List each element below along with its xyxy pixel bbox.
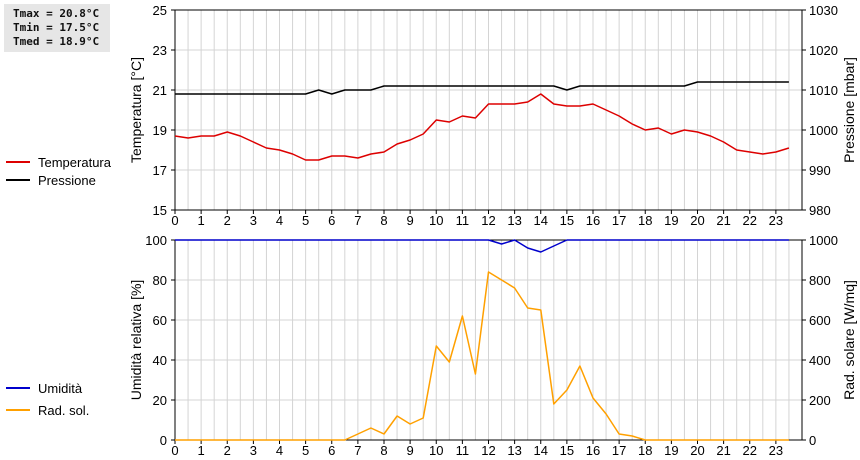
y-axis-title: Umidità relativa [%] — [128, 280, 144, 401]
x-tick-label: 7 — [354, 213, 361, 228]
y2-tick-label: 1000 — [809, 123, 838, 138]
humidity-radiation-chart: 0 1 2 3 4 5 6 7 8 9 10 11 12 13 14 15 16 17 18 19 20 21 22 2302… — [128, 233, 857, 458]
x-tick-label: 10 — [429, 213, 443, 228]
y2-axis-title: Pressione [mbar] — [841, 57, 857, 163]
x-tick-label: 20 — [690, 443, 704, 458]
tmed-label: Tmed = 18.9°C — [13, 35, 100, 48]
x-tick-label: 21 — [716, 443, 730, 458]
x-tick-label: 16 — [586, 443, 600, 458]
x-tick-label: 6 — [328, 213, 335, 228]
series-line-rad-sol- — [175, 271, 789, 441]
x-tick-label: 17 — [612, 443, 626, 458]
x-tick-label: 14 — [534, 443, 548, 458]
y-tick-label: 20 — [153, 393, 167, 408]
y2-axis-title: Rad. solare [W/mq] — [841, 280, 857, 400]
y-axis-title: Temperatura [°C] — [128, 57, 144, 163]
y2-tick-label: 0 — [809, 433, 816, 448]
y2-tick-label: 1000 — [809, 233, 838, 248]
x-tick-label: 16 — [586, 213, 600, 228]
x-tick-label: 14 — [534, 213, 548, 228]
y2-tick-label: 800 — [809, 273, 831, 288]
y2-tick-label: 990 — [809, 163, 831, 178]
x-tick-label: 10 — [429, 443, 443, 458]
x-tick-label: 9 — [407, 213, 414, 228]
y-tick-label: 60 — [153, 313, 167, 328]
x-tick-label: 9 — [407, 443, 414, 458]
x-tick-label: 8 — [380, 443, 387, 458]
y2-tick-label: 600 — [809, 313, 831, 328]
y-tick-label: 100 — [145, 233, 167, 248]
x-tick-label: 22 — [743, 213, 757, 228]
stats-box: Tmax = 20.8°C Tmin = 17.5°C Tmed = 18.9°… — [4, 4, 110, 52]
temperature-pressure-chart: 0 1 2 3 4 5 6 7 8 9 10 11 12 13 14 15 16 17 18 19 20 21 22 2315… — [128, 3, 857, 228]
x-tick-label: 12 — [481, 213, 495, 228]
x-tick-label: 11 — [456, 443, 470, 458]
y2-tick-label: 1020 — [809, 43, 838, 58]
y-tick-label: 23 — [153, 43, 167, 58]
y2-tick-label: 980 — [809, 203, 831, 218]
y2-tick-label: 200 — [809, 393, 831, 408]
x-tick-label: 22 — [743, 443, 757, 458]
x-tick-label: 2 — [224, 443, 231, 458]
x-tick-label: 2 — [224, 213, 231, 228]
x-tick-label: 8 — [380, 213, 387, 228]
x-tick-label: 13 — [507, 443, 521, 458]
x-tick-label: 20 — [690, 213, 704, 228]
x-tick-label: 4 — [276, 443, 283, 458]
x-tick-label: 1 — [198, 213, 205, 228]
y-tick-label: 15 — [153, 203, 167, 218]
series-line-pressione — [175, 81, 789, 95]
legend-label: Temperatura — [38, 155, 112, 170]
x-tick-label: 15 — [560, 443, 574, 458]
legend-label: Umidità — [38, 381, 83, 396]
y2-tick-label: 1030 — [809, 3, 838, 18]
x-tick-label: 18 — [638, 443, 652, 458]
x-tick-label: 1 — [198, 443, 205, 458]
x-tick-label: 21 — [716, 213, 730, 228]
legend-label: Pressione — [38, 173, 96, 188]
y-tick-label: 17 — [153, 163, 167, 178]
x-tick-label: 23 — [769, 443, 783, 458]
y-tick-label: 0 — [160, 433, 167, 448]
x-tick-label: 15 — [560, 213, 574, 228]
y2-tick-label: 1010 — [809, 83, 838, 98]
y-tick-label: 25 — [153, 3, 167, 18]
series-line-umidit- — [175, 239, 789, 253]
x-tick-label: 13 — [507, 213, 521, 228]
legend: Temperatura Pressione Umidità Rad. sol. — [6, 155, 112, 418]
x-tick-label: 19 — [664, 213, 678, 228]
y-tick-label: 19 — [153, 123, 167, 138]
x-tick-label: 0 — [171, 443, 178, 458]
series-line-temperatura — [174, 93, 790, 161]
x-tick-label: 11 — [456, 213, 470, 228]
y-tick-label: 21 — [153, 83, 167, 98]
y-tick-label: 80 — [153, 273, 167, 288]
x-tick-label: 18 — [638, 213, 652, 228]
x-tick-label: 17 — [612, 213, 626, 228]
y2-tick-label: 400 — [809, 353, 831, 368]
tmax-label: Tmax = 20.8°C — [13, 7, 100, 20]
x-tick-label: 12 — [481, 443, 495, 458]
x-tick-label: 3 — [250, 213, 257, 228]
x-tick-label: 0 — [171, 213, 178, 228]
x-tick-label: 5 — [302, 213, 309, 228]
x-tick-label: 23 — [769, 213, 783, 228]
x-tick-label: 5 — [302, 443, 309, 458]
legend-label: Rad. sol. — [38, 403, 89, 418]
x-tick-label: 3 — [250, 443, 257, 458]
x-tick-label: 7 — [354, 443, 361, 458]
x-tick-label: 4 — [276, 213, 283, 228]
x-tick-label: 19 — [664, 443, 678, 458]
tmin-label: Tmin = 17.5°C — [13, 21, 100, 34]
x-tick-label: 6 — [328, 443, 335, 458]
y-tick-label: 40 — [153, 353, 167, 368]
